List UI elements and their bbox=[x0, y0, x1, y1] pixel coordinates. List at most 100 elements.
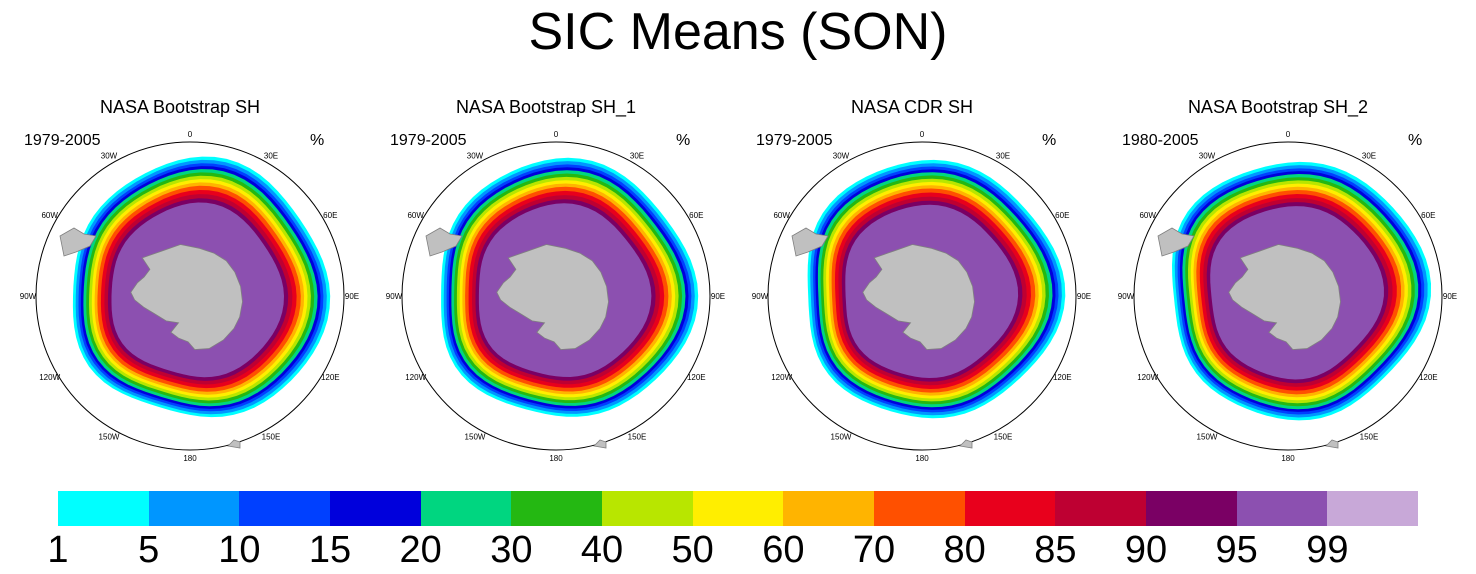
longitude-label: 90E bbox=[345, 292, 359, 301]
colorbar-tick-label: 60 bbox=[762, 529, 805, 571]
longitude-label: 90W bbox=[20, 292, 37, 301]
longitude-label: 90E bbox=[711, 292, 725, 301]
longitude-label: 150W bbox=[831, 432, 852, 441]
colorbar-tick-label: 90 bbox=[1124, 529, 1168, 571]
longitude-label: 30W bbox=[1199, 152, 1216, 161]
panel-title: NASA Bootstrap SH bbox=[99, 97, 261, 117]
longitude-label: 60W bbox=[1139, 211, 1156, 220]
longitude-label: 60E bbox=[1421, 211, 1435, 220]
south-america-landmass bbox=[791, 227, 829, 257]
colorbar-box bbox=[1327, 491, 1419, 526]
colorbar-tick-label: 5 bbox=[138, 529, 160, 571]
map-panel: NASA Bootstrap SH 1979-2005 % 0 30E 60E 90E… bbox=[20, 88, 360, 468]
longitude-label: 60E bbox=[323, 211, 337, 220]
longitude-label: 60E bbox=[689, 211, 703, 220]
longitude-label: 30E bbox=[264, 152, 278, 161]
colorbar-tick-label: 99 bbox=[1306, 529, 1349, 571]
colorbar-tick-label: 15 bbox=[308, 529, 352, 571]
longitude-label: 150E bbox=[994, 432, 1013, 441]
longitude-label: 60E bbox=[1055, 211, 1069, 220]
colorbar-box bbox=[1236, 491, 1328, 526]
south-america-landmass bbox=[425, 227, 463, 257]
longitude-label: 30E bbox=[996, 152, 1010, 161]
longitude-label: 30W bbox=[101, 152, 118, 161]
panel-unit: % bbox=[1408, 132, 1423, 149]
longitude-label: 150W bbox=[465, 432, 486, 441]
colorbar-tick-label: 30 bbox=[490, 529, 533, 571]
longitude-label: 120E bbox=[1053, 373, 1072, 382]
colorbar-box bbox=[1055, 491, 1147, 526]
colorbar-box bbox=[964, 491, 1056, 526]
longitude-label: 60W bbox=[773, 211, 790, 220]
longitude-label: 60W bbox=[407, 211, 424, 220]
longitude-label: 150E bbox=[262, 432, 281, 441]
map-panel: NASA Bootstrap SH_1 1979-2005 % 0 30E 60E 9… bbox=[386, 88, 726, 468]
longitude-label: 90W bbox=[752, 292, 769, 301]
longitude-label: 150W bbox=[99, 432, 120, 441]
panel-title: NASA Bootstrap SH_1 bbox=[455, 97, 637, 117]
longitude-label: 90W bbox=[386, 292, 403, 301]
polar-map: 0 30E 60E 90E 120E 150E 180 150W 120W 90W 60W 30W bbox=[752, 130, 1091, 463]
colorbar-tick-label: 1 bbox=[47, 529, 69, 571]
colorbar-box bbox=[692, 491, 784, 526]
colorbar-box bbox=[874, 491, 965, 526]
island-landmass bbox=[593, 439, 607, 449]
longitude-label: 120W bbox=[1137, 373, 1158, 382]
antarctica-landmass bbox=[862, 244, 975, 350]
south-america-landmass bbox=[59, 227, 97, 257]
colorbar-tick-label: 10 bbox=[218, 529, 261, 571]
colorbar-box bbox=[239, 491, 331, 526]
antarctica-landmass bbox=[1228, 244, 1341, 350]
colorbar-tick-label: 20 bbox=[399, 529, 442, 571]
panel-title: NASA Bootstrap SH_2 bbox=[1187, 97, 1369, 117]
longitude-label: 0 bbox=[1286, 130, 1291, 139]
panel-unit: % bbox=[1042, 132, 1057, 149]
antarctica-landmass bbox=[130, 244, 243, 350]
longitude-label: 150E bbox=[1360, 432, 1379, 441]
island-landmass bbox=[227, 439, 241, 449]
colorbar-box bbox=[602, 491, 693, 526]
colorbar-tick-label: 50 bbox=[671, 529, 714, 571]
panel-period: 1980-2005 bbox=[1122, 132, 1199, 149]
panel-unit: % bbox=[310, 132, 325, 149]
colorbar-tick-label: 80 bbox=[943, 529, 986, 571]
longitude-label: 90W bbox=[1118, 292, 1135, 301]
longitude-label: 30E bbox=[1362, 152, 1376, 161]
longitude-label: 90E bbox=[1443, 292, 1457, 301]
longitude-label: 120W bbox=[39, 373, 60, 382]
map-panel: NASA Bootstrap SH_2 1980-2005 % 0 30E 60E 9… bbox=[1118, 88, 1458, 468]
longitude-label: 0 bbox=[188, 130, 193, 139]
island-landmass bbox=[1325, 439, 1339, 449]
longitude-label: 120E bbox=[321, 373, 340, 382]
longitude-label: 150W bbox=[1197, 432, 1218, 441]
longitude-label: 0 bbox=[554, 130, 559, 139]
longitude-label: 30E bbox=[630, 152, 644, 161]
colorbar-box bbox=[783, 491, 875, 526]
longitude-label: 120E bbox=[687, 373, 706, 382]
panel-period: 1979-2005 bbox=[24, 132, 101, 149]
colorbar-box bbox=[330, 491, 421, 526]
polar-map: 0 30E 60E 90E 120E 150E 180 150W 120W 90W 60W 30W bbox=[20, 130, 359, 463]
longitude-label: 90E bbox=[1077, 292, 1091, 301]
map-panel: NASA CDR SH 1979-2005 % 0 30E 60E 90E 120E 15… bbox=[752, 88, 1092, 468]
figure-title: SIC Means (SON) bbox=[528, 3, 948, 61]
colorbar-box bbox=[1146, 491, 1237, 526]
longitude-label: 60W bbox=[41, 211, 58, 220]
longitude-label: 120W bbox=[405, 373, 426, 382]
island-landmass bbox=[959, 439, 973, 449]
colorbar-tick-label: 95 bbox=[1215, 529, 1258, 571]
longitude-label: 180 bbox=[1281, 454, 1295, 463]
south-america-landmass bbox=[1157, 227, 1195, 257]
longitude-label: 120W bbox=[771, 373, 792, 382]
panel-title: NASA CDR SH bbox=[850, 97, 974, 117]
panel-period: 1979-2005 bbox=[390, 132, 467, 149]
colorbar-tick-label: 85 bbox=[1034, 529, 1077, 571]
longitude-label: 180 bbox=[549, 454, 563, 463]
longitude-label: 30W bbox=[833, 152, 850, 161]
longitude-label: 30W bbox=[467, 152, 484, 161]
longitude-label: 180 bbox=[183, 454, 197, 463]
panel-period: 1979-2005 bbox=[756, 132, 833, 149]
panel-unit: % bbox=[676, 132, 691, 149]
colorbar-box bbox=[148, 491, 240, 526]
polar-map: 0 30E 60E 90E 120E 150E 180 150W 120W 90W 60W 30W bbox=[386, 130, 725, 463]
